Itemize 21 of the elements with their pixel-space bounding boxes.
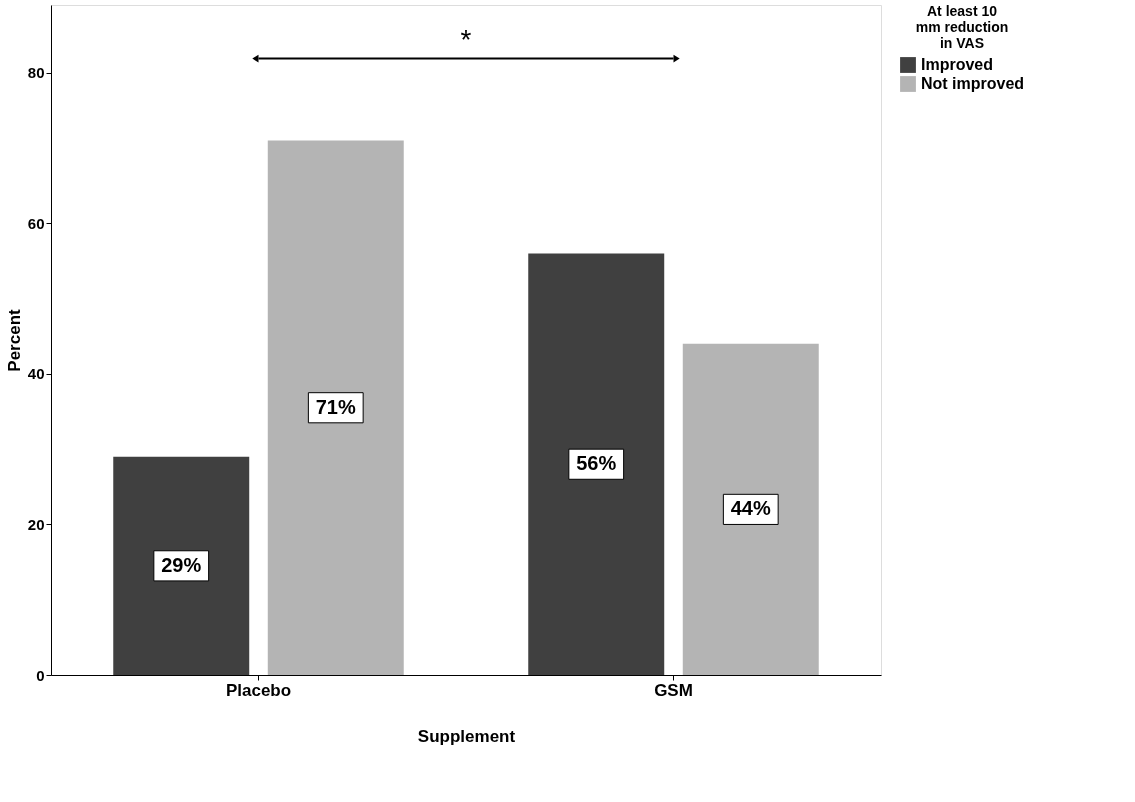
x-tick-label: Placebo <box>225 680 292 700</box>
y-axis-title: Percent <box>4 308 24 372</box>
bar <box>113 456 250 675</box>
bar <box>267 140 404 675</box>
data-label: 29% <box>161 553 202 576</box>
y-tick-label: 40 <box>27 365 45 383</box>
bar <box>682 343 819 675</box>
x-tick-label: GSM <box>654 680 693 700</box>
y-tick-label: 0 <box>36 666 45 684</box>
legend-label: Improved <box>921 56 994 73</box>
legend-title: At least 10 mm reduction in VAS <box>915 3 1009 51</box>
y-tick-label: 20 <box>27 515 45 533</box>
x-axis-title: Supplement <box>417 726 516 746</box>
data-label: 44% <box>730 497 771 520</box>
y-tick-label: 60 <box>27 214 45 232</box>
bar <box>528 253 665 675</box>
data-label: 56% <box>576 452 617 475</box>
annotation: * <box>460 23 472 55</box>
data-label: 71% <box>315 395 356 418</box>
legend-label: Not improved <box>921 75 1025 92</box>
y-tick-label: 80 <box>27 64 45 82</box>
